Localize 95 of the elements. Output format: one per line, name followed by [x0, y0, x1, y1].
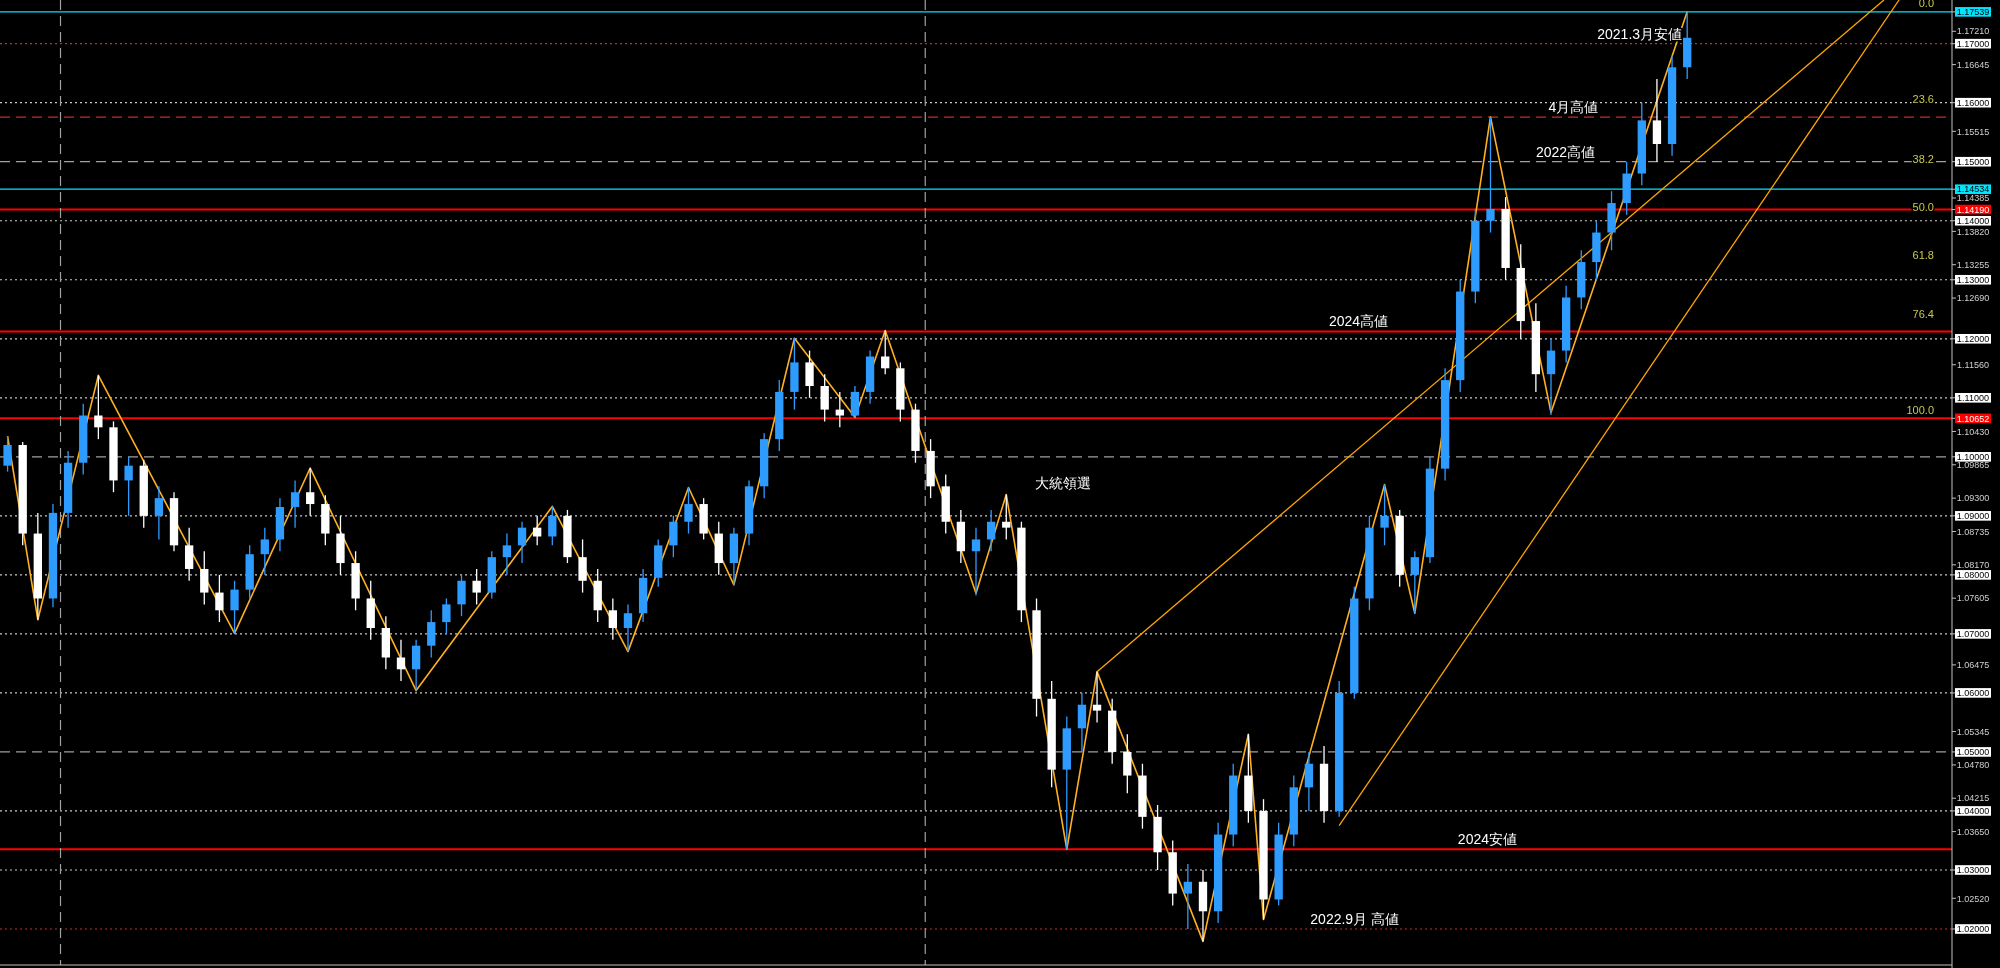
y-tick-label: 1.08735	[1956, 526, 1990, 537]
y-tick-label: 1.06000	[1956, 688, 1990, 699]
y-tick-label: 1.17000	[1956, 38, 1990, 49]
y-tick-label: 1.17210	[1956, 26, 1990, 37]
candlestick	[820, 373, 829, 423]
candlestick	[1123, 733, 1132, 794]
candlestick	[1652, 78, 1662, 163]
candlestick	[608, 597, 617, 641]
candlestick	[94, 374, 103, 440]
y-tick-label: 1.12000	[1956, 333, 1990, 344]
annotation: 23.6	[1912, 93, 1934, 106]
candlestick	[805, 349, 814, 399]
y-tick-label: 1.10000	[1956, 452, 1990, 463]
y-tick-label: 1.04780	[1956, 760, 1990, 771]
y-tick-label: 1.05000	[1956, 747, 1990, 758]
y-tick-label: 1.11560	[1957, 359, 1989, 370]
y-tick-label: 1.09000	[1956, 511, 1990, 522]
annotation: 76.4	[1912, 308, 1934, 321]
y-tick-label: 1.15000	[1956, 156, 1990, 167]
candlestick	[1077, 692, 1087, 753]
candlestick	[1092, 671, 1102, 724]
candlestick	[1183, 863, 1192, 930]
candlestick	[623, 603, 633, 653]
candlestick	[1380, 483, 1389, 547]
y-tick-label: 1.03000	[1956, 865, 1990, 876]
ref-line-label: 2024安値	[1457, 831, 1517, 848]
candlestick	[184, 527, 194, 582]
y-tick-label: 1.02520	[1956, 893, 1990, 904]
candlestick	[200, 550, 209, 606]
candlestick	[396, 639, 406, 682]
y-tick-label: 1.09300	[1956, 493, 1990, 504]
candlestick	[230, 580, 239, 634]
y-tick-label: 1.07000	[1956, 629, 1990, 640]
y-tick-label: 1.17539	[1956, 7, 1990, 18]
candlestick	[411, 639, 421, 692]
candlestick	[215, 574, 224, 623]
candlestick	[517, 521, 527, 564]
y-tick-label: 1.03650	[1956, 826, 1990, 837]
candlestick	[684, 486, 693, 535]
candlestick	[881, 329, 890, 375]
y-tick-label: 1.07605	[1956, 593, 1990, 604]
annotation: 38.2	[1912, 152, 1934, 165]
candlestick	[290, 479, 300, 529]
ref-line-label: 2022高値	[1535, 143, 1596, 160]
y-tick-label: 1.14534	[1956, 184, 1990, 195]
annotation: 100.0	[1906, 404, 1934, 417]
y-tick-label: 1.08170	[1956, 560, 1990, 571]
candlestick	[502, 532, 512, 576]
y-tick-label: 1.12690	[1956, 293, 1990, 304]
candlestick	[1002, 493, 1011, 541]
candlestick	[306, 467, 315, 517]
candlestick	[986, 509, 996, 552]
candlestick	[442, 597, 451, 635]
candlestick	[548, 505, 557, 547]
candlestick	[1546, 338, 1556, 416]
y-tick-label: 1.11000	[1957, 393, 1989, 403]
candlestick	[457, 574, 466, 617]
candlestick	[3, 435, 12, 473]
candlestick	[260, 527, 269, 576]
y-tick-label: 1.13255	[1956, 259, 1990, 270]
y-tick-label: 1.15515	[1956, 126, 1990, 137]
y-tick-label: 1.14385	[1956, 193, 1990, 204]
y-tick-label: 1.16645	[1956, 59, 1990, 70]
candlestick	[124, 456, 133, 517]
candlestick	[1486, 116, 1495, 234]
y-tick-label: 1.13000	[1956, 274, 1990, 285]
candlestick	[1410, 550, 1419, 614]
ref-line-label: 2022.9月 高値	[1310, 911, 1400, 927]
ref-line-label: 2024高値	[1329, 313, 1389, 330]
annotation: 大統領選	[1034, 475, 1091, 492]
y-tick-label: 1.10430	[1956, 426, 1990, 437]
y-tick-label: 1.16000	[1956, 97, 1990, 108]
y-tick-label: 1.14000	[1956, 215, 1990, 226]
candlestick	[971, 527, 981, 597]
annotation: 61.8	[1912, 248, 1934, 261]
candlestick	[533, 515, 542, 547]
candlestick	[850, 385, 860, 418]
y-tick-label: 1.10652	[1956, 413, 1990, 424]
candlestick	[154, 485, 164, 541]
y-tick-label: 1.08000	[1956, 570, 1990, 581]
y-tick-label: 1.06475	[1956, 660, 1990, 671]
y-tick-label: 1.02000	[1956, 924, 1990, 935]
candlestick	[472, 568, 481, 606]
y-tick-label: 1.04215	[1956, 793, 1990, 804]
candlestick	[835, 391, 844, 428]
y-tick-label: 1.14190	[1956, 204, 1990, 215]
candlestick	[669, 515, 678, 558]
y-tick-label: 1.05345	[1956, 726, 1990, 737]
ref-line-label: 4月高値	[1548, 99, 1599, 116]
y-tick-label: 1.04000	[1956, 806, 1990, 817]
candlestick	[1304, 751, 1314, 812]
y-tick-label: 1.13820	[1956, 226, 1990, 237]
candlestick	[578, 538, 587, 594]
annotation: 0.0	[1918, 0, 1934, 10]
candlestick	[427, 609, 436, 659]
